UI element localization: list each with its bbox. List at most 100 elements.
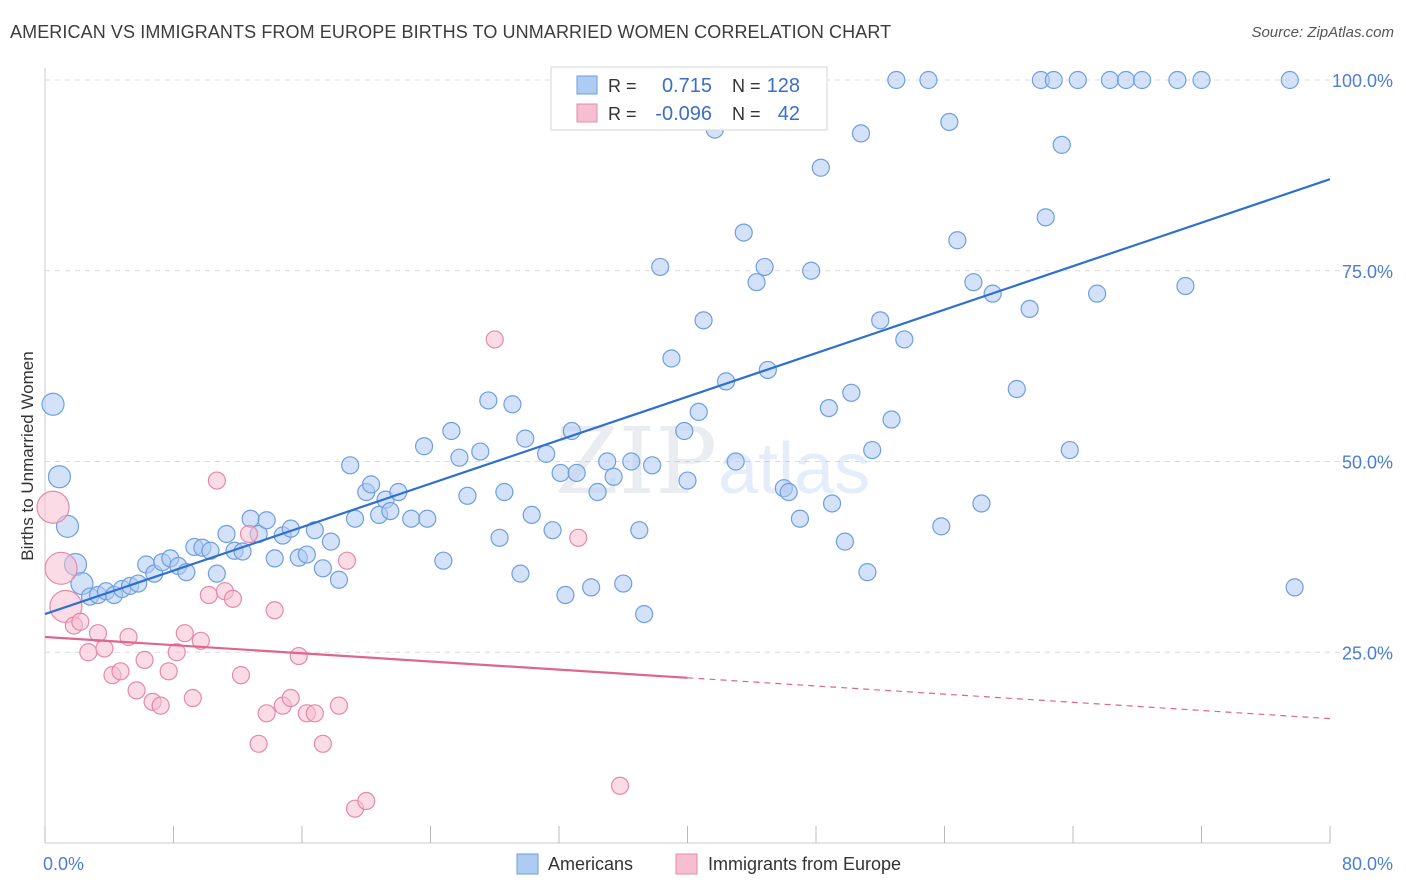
american-point	[675, 421, 694, 441]
immigrant-point	[239, 524, 259, 544]
american-point	[790, 509, 810, 528]
american-point	[863, 440, 882, 460]
american-point	[414, 437, 434, 456]
stats-n-value-1: 128	[767, 75, 800, 97]
immigrant-point	[289, 646, 308, 666]
american-point	[207, 564, 226, 583]
american-point	[588, 482, 607, 502]
american-point	[1280, 70, 1299, 90]
american-point	[381, 501, 400, 521]
american-point	[643, 456, 662, 475]
stats-swatch-immigrants	[576, 103, 598, 123]
legend-label-immigrants: Immigrants from Europe	[708, 854, 901, 874]
chart-title: AMERICAN VS IMMIGRANTS FROM EUROPE BIRTH…	[10, 22, 892, 42]
trend-lines	[44, 178, 1331, 720]
immigrant-point	[135, 650, 154, 669]
american-point	[630, 521, 649, 540]
american-point	[747, 273, 766, 292]
american-point	[418, 509, 437, 528]
american-point	[47, 465, 72, 489]
immigrant-point	[329, 696, 349, 715]
stats-legend: R = 0.715 N = 128 R = -0.096 N = 42	[550, 66, 828, 131]
american-point	[842, 383, 861, 402]
immigrant-point	[485, 330, 504, 349]
american-point	[871, 311, 890, 330]
american-point	[556, 585, 575, 605]
american-point	[503, 395, 522, 414]
immigrant-point	[249, 734, 268, 753]
stats-r-value-1: 0.715	[662, 75, 712, 97]
immigrant-point	[313, 734, 332, 753]
american-point	[321, 532, 341, 551]
american-point	[598, 452, 617, 471]
american-point	[471, 442, 490, 461]
immigrant-point	[88, 624, 108, 643]
american-point	[345, 509, 365, 528]
american-point	[726, 452, 745, 471]
legend-swatch-americans	[516, 853, 539, 875]
american-point	[678, 471, 697, 490]
x-tick-label-1: 80.0%	[1342, 854, 1393, 874]
immigrant-point	[95, 639, 114, 658]
american-point	[1036, 208, 1055, 227]
american-point	[522, 505, 541, 525]
american-point	[361, 475, 381, 494]
immigrant-point	[569, 528, 588, 547]
legend-label-americans: Americans	[548, 854, 633, 874]
immigrant-point	[183, 688, 202, 708]
american-point	[811, 158, 830, 177]
american-point	[1168, 70, 1187, 90]
american-point	[651, 257, 670, 277]
tick-labels: 25.0% 50.0% 75.0% 100.0% 0.0% 80.0%	[43, 71, 1393, 874]
immigrant-point	[257, 704, 276, 723]
stats-swatch-americans	[576, 75, 598, 95]
american-point	[1052, 135, 1071, 154]
american-point	[932, 517, 951, 536]
immigrant-point	[167, 643, 186, 662]
stats-r-value-2: -0.096	[655, 103, 712, 125]
american-point	[919, 70, 938, 90]
american-point	[1285, 578, 1304, 597]
american-point	[516, 429, 535, 448]
american-point	[1020, 299, 1039, 318]
american-point	[614, 574, 633, 593]
american-point	[622, 452, 641, 471]
american-point	[604, 467, 623, 486]
american-point	[511, 564, 530, 583]
legend-swatch-immigrants	[675, 853, 698, 875]
american-point	[567, 463, 586, 483]
american-point	[940, 112, 959, 132]
immigrant-point	[79, 643, 98, 662]
axes	[44, 68, 1331, 844]
american-point	[755, 257, 774, 277]
immigrant-point	[357, 791, 376, 811]
immigrant-point	[337, 551, 357, 570]
immigrant-point	[44, 551, 78, 585]
american-point	[1087, 284, 1107, 303]
american-point	[329, 570, 349, 589]
american-point	[434, 551, 453, 570]
immigrants-trend-line	[44, 635, 688, 679]
american-point	[495, 482, 514, 502]
stats-n-value-2: 42	[778, 103, 800, 125]
american-point	[257, 511, 276, 530]
american-point	[582, 578, 601, 597]
american-point	[543, 521, 562, 540]
american-point	[450, 448, 469, 467]
american-point	[479, 391, 498, 410]
american-point	[662, 349, 681, 368]
american-point	[819, 398, 838, 418]
american-point	[313, 559, 332, 578]
series-legend: Americans Immigrants from Europe	[516, 853, 901, 875]
american-point	[948, 231, 967, 250]
immigrant-point	[111, 662, 130, 681]
immigrants-trend-extension	[687, 677, 1331, 720]
americans-points	[41, 70, 1304, 624]
american-point	[802, 261, 821, 280]
american-point	[241, 509, 260, 528]
immigrant-point	[159, 662, 178, 681]
american-point	[490, 528, 509, 547]
american-point	[779, 482, 798, 502]
american-point	[964, 273, 983, 292]
immigrant-point	[281, 688, 300, 708]
